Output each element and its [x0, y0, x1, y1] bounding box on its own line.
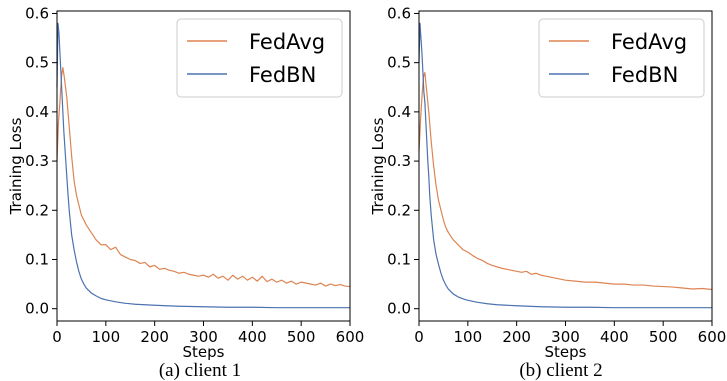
- series-line-fedbn: [56, 22, 350, 309]
- legend-label-fedavg: FedAvg: [249, 30, 325, 54]
- series-line-fedavg: [56, 66, 351, 288]
- y-tick-label: 0.0: [25, 300, 49, 318]
- chart-panel-2: 0 100 200 300 400 500 600 0.0 0.1 0.2 0.3 0.4 0.5 0.6…: [369, 4, 726, 381]
- y-tick-label: 0.2: [387, 201, 411, 219]
- y-tick-label: 0.6: [387, 4, 411, 22]
- x-tick-label: 600: [698, 328, 727, 346]
- x-tick-label: 400: [238, 328, 267, 346]
- x-tick-label: 400: [600, 328, 629, 346]
- y-tick-label: 0.4: [387, 103, 411, 121]
- y-tick-label: 0.3: [387, 152, 411, 170]
- y-tick-label: 0.0: [387, 300, 411, 318]
- x-tick-label: 200: [502, 328, 531, 346]
- y-tick-label: 0.6: [25, 4, 49, 22]
- legend-label-fedbn: FedBN: [611, 63, 678, 87]
- legend-box: [538, 18, 705, 98]
- y-tick-label: 0.3: [25, 152, 49, 170]
- x-axis-label: Steps: [183, 343, 225, 361]
- x-axis-label: Steps: [545, 343, 587, 361]
- x-tick-label: 100: [454, 328, 483, 346]
- x-tick-label: 0: [414, 328, 424, 346]
- x-tick-label: 100: [92, 328, 121, 346]
- y-axis-label: Training Loss: [369, 117, 387, 215]
- y-tick-label: 0.5: [25, 54, 49, 72]
- x-tick-label: 300: [551, 328, 580, 346]
- y-axis-label: Training Loss: [7, 117, 25, 215]
- panel-caption: (a) client 1: [159, 360, 241, 381]
- x-tick-label: 0: [52, 328, 62, 346]
- y-tick-label: 0.2: [25, 201, 49, 219]
- legend-label-fedbn: FedBN: [249, 63, 316, 87]
- series-line-fedbn: [418, 22, 712, 309]
- y-tick-label: 0.4: [25, 103, 49, 121]
- x-tick-label: 500: [287, 328, 316, 346]
- panel-caption: (b) client 2: [519, 360, 602, 381]
- x-tick-label: 500: [649, 328, 678, 346]
- legend-label-fedavg: FedAvg: [611, 30, 687, 54]
- legend: FedAvg FedBN: [538, 18, 705, 98]
- y-tick-label: 0.5: [387, 54, 411, 72]
- x-tick-label: 300: [189, 328, 218, 346]
- x-tick-label: 600: [336, 328, 365, 346]
- legend-box: [176, 18, 343, 98]
- series-line-fedavg: [418, 71, 713, 291]
- y-tick-label: 0.1: [25, 250, 49, 268]
- x-tick-label: 200: [140, 328, 169, 346]
- legend: FedAvg FedBN: [176, 18, 343, 98]
- chart-panel-1: 0 100 200 300 400 500 600 0.0 0.1 0.2 0.3 0.4 0.5 0.6…: [7, 4, 364, 381]
- y-tick-label: 0.1: [387, 250, 411, 268]
